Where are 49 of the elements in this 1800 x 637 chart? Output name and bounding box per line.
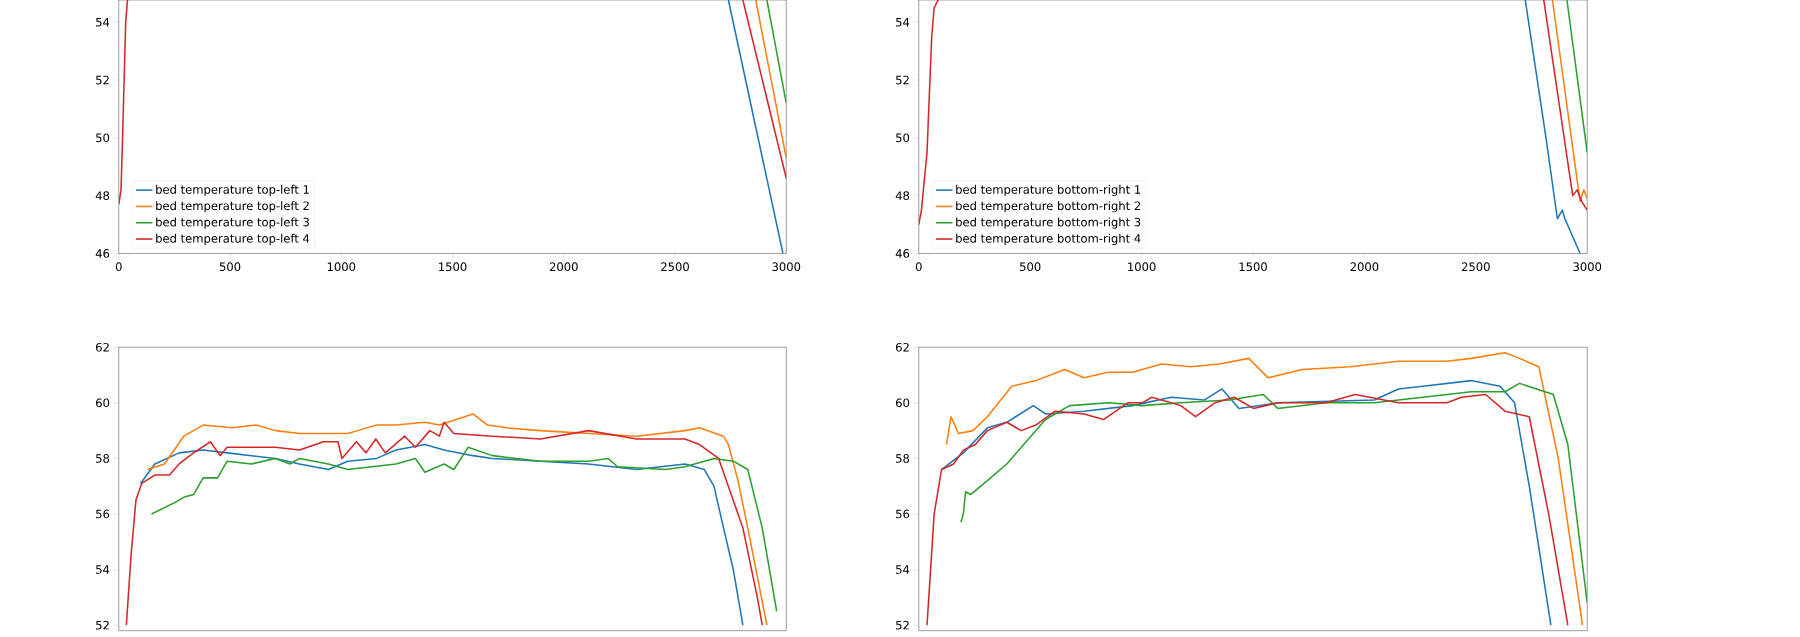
line-series (945, 352, 1584, 627)
legend-label: bed temperature top-left 3 (156, 217, 309, 229)
x-tick-label: 2000 (1350, 262, 1379, 272)
y-tick-label: 54 (896, 18, 910, 27)
x-tick-label: 3000 (772, 262, 801, 272)
y-tick-label: 52 (896, 75, 909, 85)
y-tick-label: 54 (896, 565, 910, 575)
y-tick-label: 54 (96, 565, 110, 575)
legend-label: bed temperature bottom-right 3 (956, 217, 1141, 229)
legend-label: bed temperature bottom-right 1 (956, 185, 1141, 197)
x-tick-label: 1000 (1128, 262, 1156, 272)
x-tick-label: 1500 (439, 262, 467, 272)
line-series (1524, 0, 1581, 254)
y-tick-label: 48 (95, 191, 110, 201)
y-tick-label: 56 (96, 509, 110, 519)
y-tick-label: 58 (896, 454, 910, 464)
x-tick-label: 0 (915, 262, 922, 272)
legend-label: bed temperature top-left 4 (156, 234, 310, 246)
legend-label: bed temperature top-left 2 (156, 201, 309, 213)
y-tick-label: 60 (95, 398, 110, 408)
y-tick-label: 48 (895, 191, 910, 201)
legend-label: bed temperature bottom-right 2 (956, 201, 1141, 213)
y-tick-label: 50 (96, 133, 110, 143)
legend-label: bed temperature top-left 1 (156, 185, 309, 197)
y-tick-label: 52 (96, 621, 109, 630)
y-tick-label: 46 (95, 249, 110, 259)
x-tick-label: 500 (219, 262, 241, 272)
x-tick-label: 1000 (327, 262, 356, 272)
x-tick-label: 3000 (1573, 262, 1602, 272)
y-tick-label: 58 (96, 454, 110, 464)
y-tick-label: 52 (896, 621, 909, 630)
y-tick-label: 60 (895, 398, 910, 408)
x-tick-label: 1500 (1239, 262, 1267, 272)
y-tick-label: 62 (95, 343, 109, 352)
x-tick-label: 0 (115, 262, 122, 272)
x-tick-label: 2000 (549, 262, 578, 272)
x-tick-label: 500 (1020, 262, 1041, 272)
legend-label: bed temperature bottom-right 4 (956, 234, 1141, 246)
line-series (1551, 0, 1588, 203)
y-tick-label: 52 (96, 75, 109, 85)
y-tick-label: 50 (896, 133, 910, 143)
y-tick-label: 62 (895, 343, 909, 352)
y-tick-label: 56 (896, 509, 910, 519)
x-tick-label: 2500 (1461, 262, 1490, 272)
line-series (139, 443, 744, 627)
y-tick-label: 54 (96, 18, 110, 27)
x-tick-label: 2500 (661, 262, 689, 272)
y-tick-label: 46 (895, 249, 910, 259)
line-series (150, 446, 778, 613)
